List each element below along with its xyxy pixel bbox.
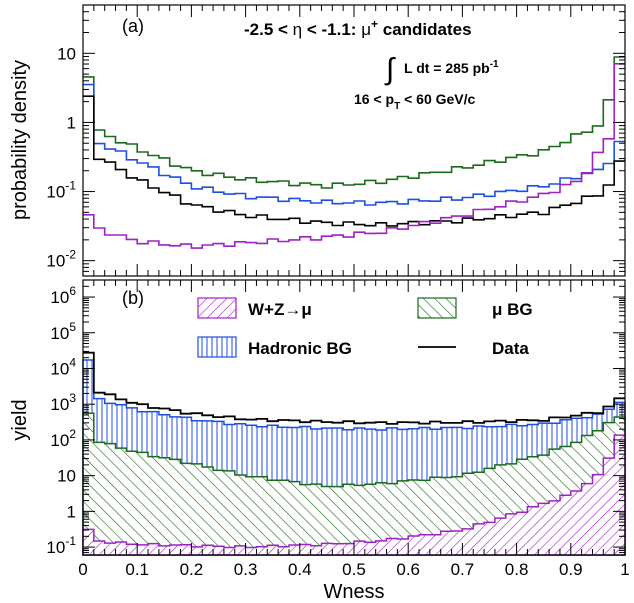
legend: W+Z→μ μ BG Hadronic BG Data bbox=[197, 297, 533, 358]
legend-item-hadronic-bg: Hadronic BG bbox=[197, 336, 352, 358]
x-tick-label: 0.2 bbox=[180, 560, 204, 579]
series-purple bbox=[83, 63, 625, 249]
legend-item-wz: W+Z→μ bbox=[197, 297, 312, 319]
x-tick-label: 0.4 bbox=[288, 560, 312, 579]
panel-b-series bbox=[82, 351, 626, 556]
legend-label-wz: W+Z→μ bbox=[248, 300, 312, 319]
y-tick-label: 10 bbox=[57, 467, 76, 486]
panel-b: 10-1 1 10 102 103 104 105 106 0 0.1 0.2 0.3 0.4 0.5 0.… bbox=[9, 279, 630, 603]
legend-item-mu-bg: μ BG bbox=[417, 297, 533, 319]
x-tick-label: 1 bbox=[620, 560, 629, 579]
pt-annotation: 16 < pT < 60 GeV/c bbox=[354, 91, 476, 112]
x-tick-label: 0.6 bbox=[396, 560, 420, 579]
lumi-annotation: L dt = 285 pb-1 bbox=[404, 59, 499, 76]
legend-label-data: Data bbox=[492, 339, 529, 358]
y-tick-label: 104 bbox=[50, 355, 76, 378]
x-tick-label: 0 bbox=[78, 560, 87, 579]
legend-label-mu-bg: μ BG bbox=[492, 300, 533, 319]
series-blue bbox=[83, 83, 625, 206]
y-tick-label: 1 bbox=[67, 113, 76, 132]
panel-a-label: (a) bbox=[122, 16, 144, 36]
stack-mu-bg bbox=[82, 412, 626, 556]
panel-a-ticks: 10-2 10-1 1 10 bbox=[46, 5, 626, 276]
y-tick-label: 10-2 bbox=[46, 248, 76, 271]
y-tick-label: 10-1 bbox=[46, 179, 76, 202]
panel-a-ylabel: probability density bbox=[9, 60, 31, 220]
y-tick-label: 106 bbox=[50, 284, 76, 307]
series-data bbox=[83, 351, 625, 425]
panel-a: 10-2 10-1 1 10 (a) probability density -2.5… bbox=[9, 4, 626, 277]
legend-swatch-mu-bg bbox=[417, 297, 457, 319]
y-tick-label: 102 bbox=[50, 427, 76, 450]
x-axis-label: Wness bbox=[323, 581, 384, 603]
panel-b-ylabel: yield bbox=[9, 399, 31, 440]
legend-label-hadronic-bg: Hadronic BG bbox=[248, 339, 352, 358]
series-green bbox=[83, 56, 625, 189]
y-tick-label: 10-1 bbox=[46, 534, 76, 557]
x-tick-label: 0.5 bbox=[342, 560, 366, 579]
panel-b-label: (b) bbox=[122, 288, 144, 308]
panel-a-series bbox=[83, 56, 625, 249]
legend-item-data: Data bbox=[418, 339, 529, 358]
y-tick-label: 105 bbox=[50, 320, 76, 343]
x-tick-label: 0.8 bbox=[505, 560, 529, 579]
series-black bbox=[83, 95, 625, 227]
x-tick-label: 0.7 bbox=[451, 560, 475, 579]
x-tick-label: 0.1 bbox=[125, 560, 149, 579]
panel-b-ticks: 10-1 1 10 102 103 104 105 106 0 0.1 0.2 0.3 0.4 0.5 0.… bbox=[46, 280, 630, 579]
legend-swatch-hadronic-bg bbox=[197, 336, 237, 358]
selection-title: -2.5 < η < -1.1: μ+ candidates bbox=[244, 17, 472, 39]
stack-wz bbox=[82, 434, 626, 556]
x-tick-label: 0.9 bbox=[559, 560, 583, 579]
y-tick-label: 103 bbox=[50, 391, 76, 414]
legend-swatch-wz bbox=[197, 297, 237, 319]
x-tick-label: 0.3 bbox=[234, 560, 258, 579]
lumi-integral-sign: ∫ bbox=[384, 53, 396, 86]
y-tick-label: 10 bbox=[57, 44, 76, 63]
y-tick-label: 1 bbox=[67, 502, 76, 521]
